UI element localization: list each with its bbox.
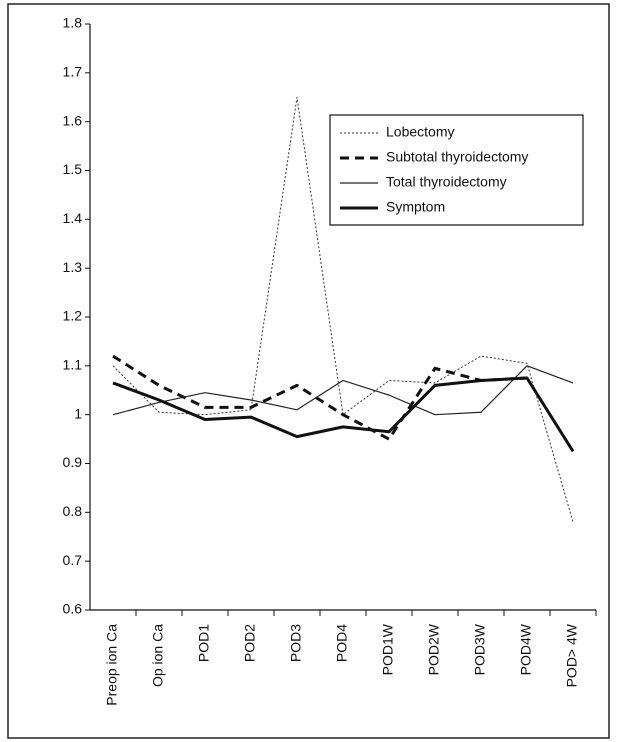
x-tick-label: POD2 <box>242 624 258 662</box>
x-tick-label: POD1W <box>380 623 396 675</box>
x-tick-label: POD4W <box>518 623 534 675</box>
x-tick-label: POD1 <box>196 624 212 662</box>
x-tick-label: POD4 <box>334 624 350 662</box>
y-tick-label: 0.8 <box>63 503 83 519</box>
y-tick-label: 0.7 <box>63 552 83 568</box>
y-tick-label: 1.5 <box>63 161 83 177</box>
x-tick-label: Preop ion Ca <box>104 624 120 706</box>
y-tick-label: 0.9 <box>63 454 83 470</box>
y-tick-label: 1.6 <box>63 112 83 128</box>
series-line <box>112 354 528 441</box>
x-tick-label: POD2W <box>426 623 442 675</box>
series-line <box>112 365 574 416</box>
y-tick-label: 1.8 <box>63 15 83 31</box>
x-tick-label: Op ion Ca <box>150 624 166 687</box>
legend-label: Lobectomy <box>386 124 454 140</box>
y-tick-label: 1.4 <box>63 210 83 226</box>
legend-label: Total thyroidectomy <box>386 174 507 190</box>
y-tick-label: 0.6 <box>63 601 83 617</box>
y-tick-label: 1.3 <box>63 259 83 275</box>
series-line <box>112 376 575 453</box>
x-tick-label: POD3W <box>472 623 488 675</box>
y-tick-label: 1.7 <box>63 64 83 80</box>
legend-label: Subtotal thyroidectomy <box>386 149 528 165</box>
legend-label: Symptom <box>386 199 445 215</box>
frame <box>7 3 610 739</box>
y-tick-label: 1.1 <box>63 357 83 373</box>
x-tick-label: POD3 <box>288 624 304 662</box>
x-tick-label: POD> 4W <box>564 623 580 687</box>
y-tick-label: 1 <box>74 405 82 421</box>
y-tick-label: 1.2 <box>63 308 83 324</box>
